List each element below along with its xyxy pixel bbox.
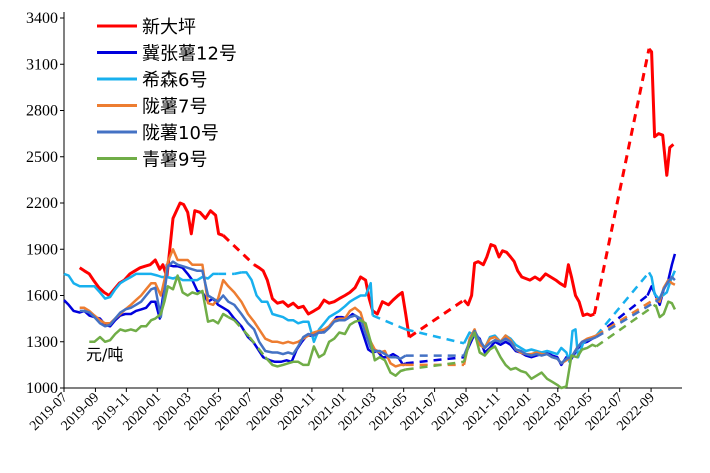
series-gap-dashed — [405, 328, 465, 345]
series-5-line — [79, 260, 676, 365]
series-segment — [654, 275, 676, 303]
legend-label: 新大坪 — [142, 17, 196, 38]
legend-label: 冀张薯12号 — [142, 44, 237, 65]
series-6-line — [89, 274, 677, 390]
unit-label: 元/吨 — [86, 345, 123, 364]
series-gap-dashed — [408, 298, 465, 339]
series-segment — [462, 331, 597, 390]
series-gap-dashed — [372, 314, 407, 331]
series-segment — [647, 47, 675, 177]
series-segment — [462, 243, 595, 317]
series-segment — [63, 272, 219, 300]
series-segment — [89, 274, 229, 344]
series-gap-dashed — [248, 336, 267, 358]
legend-label: 青薯9号 — [142, 150, 207, 171]
series-gap-dashed — [595, 294, 649, 337]
series-segment — [253, 263, 411, 338]
y-tick-label: 2800 — [26, 103, 58, 120]
series-gap-dashed — [222, 234, 256, 266]
legend-label: 陇薯10号 — [142, 123, 219, 144]
y-tick-label: 2500 — [26, 149, 58, 166]
legend-label: 希森6号 — [142, 70, 207, 91]
series-gap-dashed — [234, 271, 242, 276]
axes: 1000130016001900220025002800310034002019… — [26, 10, 682, 434]
y-tick-label: 2200 — [26, 195, 58, 212]
series-gap-dashed — [227, 315, 235, 322]
series-gap-dashed — [595, 303, 657, 348]
series-segment — [79, 260, 407, 360]
y-tick-label: 1300 — [26, 334, 58, 351]
series-segment — [63, 263, 407, 367]
series-gap-dashed — [405, 360, 465, 371]
series-1-line — [78, 47, 675, 339]
series-segment — [654, 300, 677, 319]
plot-area — [63, 47, 677, 390]
series-segment — [264, 318, 407, 377]
y-tick-label: 1600 — [26, 288, 58, 305]
series-gap-dashed — [595, 297, 657, 337]
series-gap-dashed — [595, 271, 650, 337]
y-tick-label: 3400 — [26, 10, 58, 27]
y-tick-label: 1000 — [26, 380, 58, 397]
series-segment — [462, 329, 597, 365]
y-tick-label: 1900 — [26, 241, 58, 258]
series-segment — [78, 201, 224, 297]
y-tick-label: 3100 — [26, 56, 58, 73]
legend-label: 陇薯7号 — [142, 97, 207, 118]
series-segment — [79, 248, 406, 368]
series-gap-dashed — [405, 355, 465, 365]
series-gap-dashed — [595, 300, 657, 339]
series-gap-dashed — [233, 319, 251, 338]
series-gap-dashed — [592, 48, 651, 315]
series-segment — [241, 271, 374, 344]
